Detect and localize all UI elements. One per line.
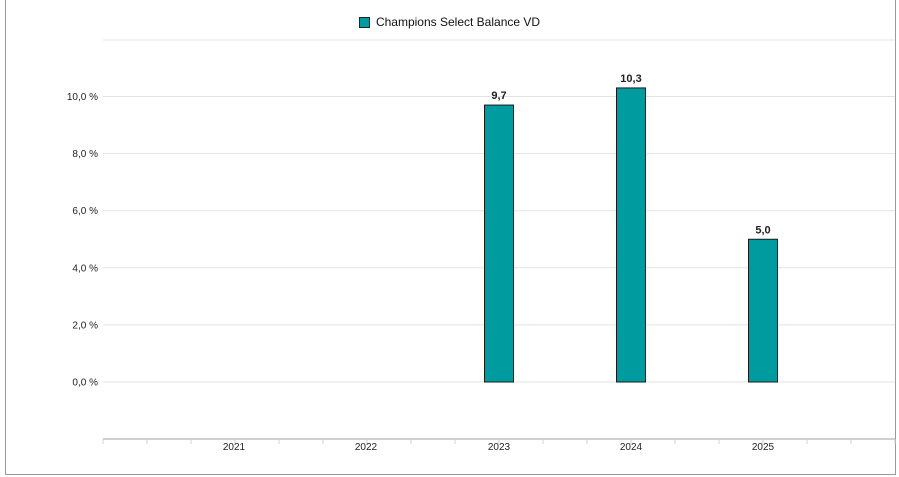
legend-swatch-icon — [358, 16, 370, 28]
chart-frame — [5, 0, 896, 475]
legend: Champions Select Balance VD — [0, 15, 899, 29]
x-tick-label: 2023 — [488, 442, 511, 453]
y-tick-label: 2,0 % — [72, 320, 98, 331]
x-tick-label: 2024 — [620, 442, 643, 453]
bar — [748, 238, 778, 383]
data-label: 10,3 — [620, 73, 641, 85]
legend-label: Champions Select Balance VD — [375, 15, 541, 29]
x-tick-label: 2025 — [752, 442, 775, 453]
y-tick-label: 8,0 % — [72, 149, 98, 160]
y-tick-label: 0,0 % — [72, 378, 98, 389]
data-label: 5,0 — [755, 224, 770, 236]
data-label: 9,7 — [491, 90, 506, 102]
x-tick-label: 2021 — [223, 442, 246, 453]
bar — [484, 104, 514, 383]
y-tick-label: 6,0 % — [72, 206, 98, 217]
y-tick-label: 10,0 % — [67, 92, 98, 103]
bar — [616, 87, 646, 383]
y-tick-label: 4,0 % — [72, 263, 98, 274]
x-tick-label: 2022 — [355, 442, 378, 453]
